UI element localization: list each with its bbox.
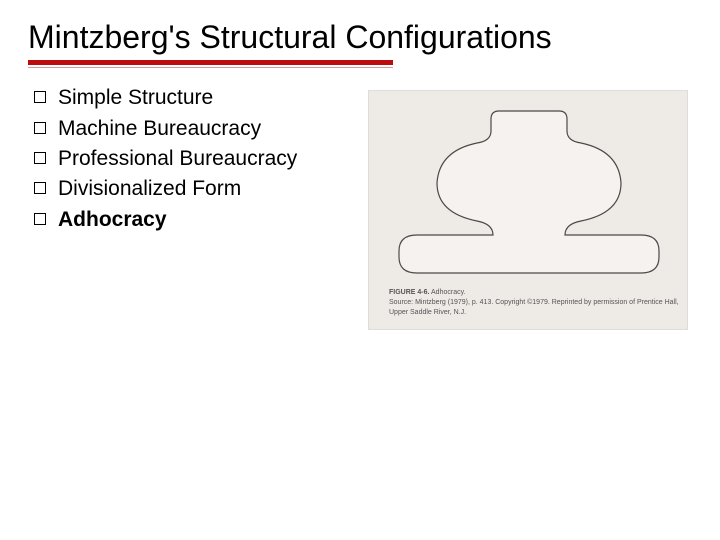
hollow-square-icon <box>34 122 46 134</box>
caption-source: Source: Mintzberg (1979), p. 413. Copyri… <box>389 299 679 316</box>
list-item: Simple Structure <box>34 84 358 112</box>
hollow-square-icon <box>34 213 46 225</box>
list-item-label: Machine Bureaucracy <box>58 115 358 143</box>
list-item: Machine Bureaucracy <box>34 115 358 143</box>
adhocracy-figure: FIGURE 4-6. Adhocracy. Source: Mintzberg… <box>368 90 688 330</box>
page-title: Mintzberg's Structural Configurations <box>28 18 692 56</box>
list-item-label: Professional Bureaucracy <box>58 145 358 173</box>
content-row: Simple Structure Machine Bureaucracy Pro… <box>28 84 692 330</box>
title-underline-thin <box>28 67 393 68</box>
hollow-square-icon <box>34 152 46 164</box>
figure-caption: FIGURE 4-6. Adhocracy. Source: Mintzberg… <box>389 288 687 317</box>
list-item: Adhocracy <box>34 206 358 234</box>
list-item: Divisionalized Form <box>34 175 358 203</box>
list-item-label: Simple Structure <box>58 84 358 112</box>
hollow-square-icon <box>34 91 46 103</box>
hollow-square-icon <box>34 182 46 194</box>
list-item: Professional Bureaucracy <box>34 145 358 173</box>
list-item-label: Adhocracy <box>58 206 358 234</box>
config-list: Simple Structure Machine Bureaucracy Pro… <box>28 84 358 330</box>
caption-title: FIGURE 4-6. <box>389 289 429 296</box>
title-underline-thick <box>28 60 393 65</box>
caption-subject: Adhocracy. <box>431 289 466 296</box>
slide-container: Mintzberg's Structural Configurations Si… <box>0 0 720 540</box>
list-item-label: Divisionalized Form <box>58 175 358 203</box>
adhocracy-shape-icon <box>389 101 669 276</box>
